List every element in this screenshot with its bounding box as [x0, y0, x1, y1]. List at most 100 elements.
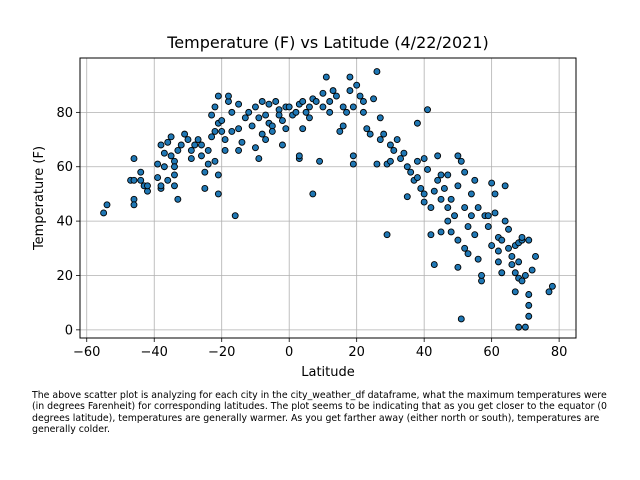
data-point: [208, 133, 216, 141]
data-point: [208, 111, 216, 119]
data-point: [252, 144, 259, 152]
y-tick-label: 60: [56, 160, 73, 175]
data-point: [349, 160, 357, 168]
data-point: [221, 136, 229, 144]
data-point: [272, 98, 280, 105]
data-point: [457, 157, 465, 165]
data-point: [103, 201, 111, 209]
data-point: [349, 103, 357, 111]
data-point: [471, 231, 479, 239]
data-point: [265, 100, 273, 108]
data-point: [255, 114, 263, 122]
data-point: [494, 247, 502, 255]
data-point: [235, 125, 243, 133]
data-point: [218, 117, 226, 124]
data-point: [201, 185, 209, 192]
data-point: [373, 68, 381, 76]
data-point: [474, 204, 482, 211]
data-point: [505, 225, 512, 233]
data-point: [346, 73, 354, 81]
data-point: [184, 136, 192, 144]
data-point: [349, 152, 357, 160]
data-point: [356, 92, 364, 100]
data-point: [164, 138, 172, 146]
x-tick-label: 40: [416, 345, 433, 360]
data-point: [454, 263, 462, 271]
data-point: [444, 171, 452, 179]
data-point: [346, 87, 354, 95]
data-point: [501, 182, 509, 190]
data-point: [545, 288, 553, 296]
data-point: [130, 201, 138, 209]
data-point: [386, 141, 394, 149]
data-point: [241, 114, 249, 122]
data-point: [366, 130, 374, 138]
data-point: [326, 108, 334, 116]
data-point: [204, 146, 212, 154]
data-point: [511, 269, 519, 277]
data-point: [157, 182, 165, 190]
data-point: [194, 136, 202, 144]
data-point: [403, 163, 411, 171]
data-point: [343, 108, 351, 116]
data-point: [299, 98, 307, 105]
data-point: [437, 228, 445, 236]
data-point: [413, 119, 421, 127]
data-point: [467, 212, 475, 220]
data-point: [461, 168, 469, 176]
data-point: [434, 176, 442, 184]
data-point: [484, 223, 492, 230]
data-point: [515, 323, 523, 331]
data-point: [515, 258, 523, 266]
data-point: [204, 160, 212, 168]
data-point: [413, 157, 421, 165]
data-point: [255, 155, 263, 163]
data-point: [417, 185, 425, 192]
y-tick-label: 40: [56, 215, 73, 230]
data-point: [187, 155, 195, 163]
data-point: [137, 176, 145, 184]
data-point: [386, 157, 394, 165]
data-point: [393, 136, 401, 144]
data-point: [211, 127, 219, 135]
data-point: [174, 146, 182, 154]
data-point: [154, 160, 162, 168]
x-tick-label: −60: [73, 345, 100, 360]
data-point: [292, 108, 300, 116]
data-point: [201, 168, 209, 176]
data-point: [275, 111, 283, 119]
data-point: [471, 176, 479, 184]
data-point: [137, 168, 145, 176]
data-point: [420, 198, 428, 206]
data-point: [427, 231, 435, 239]
data-point: [160, 163, 168, 171]
data-point: [167, 152, 175, 160]
data-point: [231, 212, 239, 220]
data-point: [154, 174, 162, 182]
data-point: [309, 190, 317, 198]
data-point: [211, 103, 219, 111]
chart-title: Temperature (F) vs Latitude (4/22/2021): [166, 33, 489, 52]
data-point: [326, 98, 334, 105]
data-point: [299, 125, 307, 133]
y-tick-label: 80: [56, 106, 73, 121]
data-point: [336, 127, 344, 135]
data-point: [370, 95, 378, 103]
x-axis-label: Latitude: [301, 365, 355, 380]
data-point: [130, 176, 138, 184]
data-point: [305, 114, 313, 122]
data-point: [548, 282, 556, 290]
data-point: [521, 323, 529, 331]
data-point: [424, 166, 431, 173]
plot-frame: [79, 57, 577, 339]
chart-caption: The above scatter plot is analyzing for …: [32, 390, 608, 435]
data-point: [478, 272, 485, 279]
data-point: [214, 171, 222, 179]
data-point: [454, 236, 462, 244]
data-point: [413, 174, 421, 182]
data-point: [430, 187, 438, 195]
y-axis-ticks: 0 20 40 60 80: [56, 106, 80, 338]
data-point: [440, 185, 448, 192]
data-point: [359, 98, 367, 105]
x-tick-label: 60: [483, 345, 500, 360]
